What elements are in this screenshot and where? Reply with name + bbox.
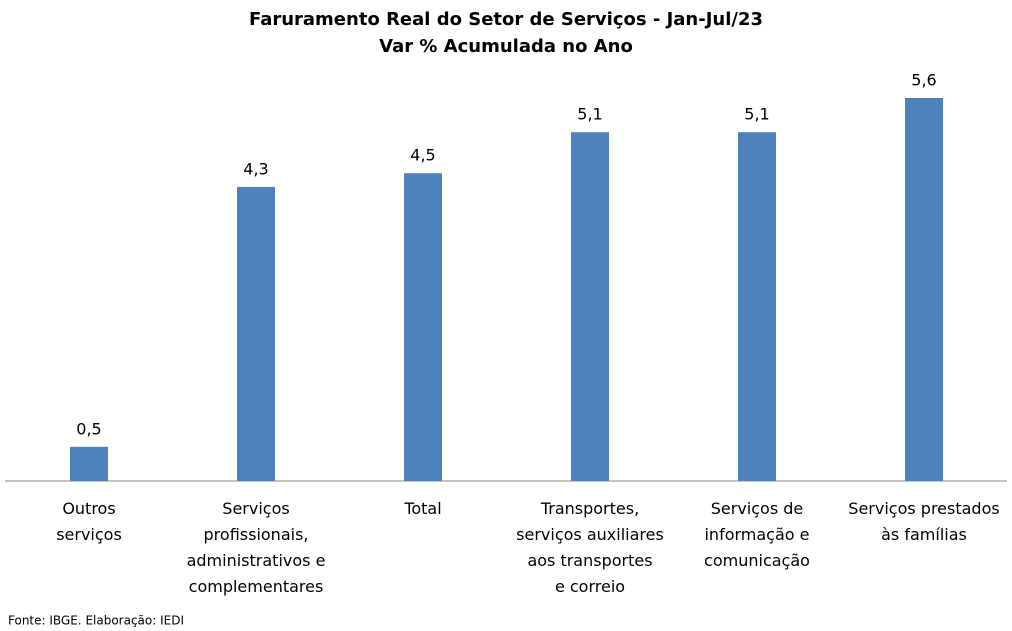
chart-subtitle: Var % Acumulada no Ano [379, 36, 633, 57]
x-tick-label: Transportes, serviços auxiliares aos trans… [516, 499, 664, 596]
x-tick-label: Serviços de informação e comunicação [704, 499, 810, 570]
bar [404, 173, 442, 481]
x-tick-label: Serviços prestados às famílias [848, 499, 999, 544]
bar [70, 446, 108, 481]
source-note: Fonte: IBGE. Elaboração: IEDI [8, 614, 184, 628]
data-label: 5,6 [911, 71, 936, 90]
data-label: 0,5 [76, 419, 101, 438]
data-label: 5,1 [744, 105, 769, 124]
bar [237, 186, 275, 482]
x-tick-label: Outros serviços [56, 499, 122, 544]
data-label: 4,3 [243, 159, 268, 178]
bar [905, 98, 943, 481]
data-label: 4,5 [410, 146, 435, 165]
bar [738, 132, 776, 482]
bar [571, 132, 609, 482]
chart-title: Faruramento Real do Setor de Serviços - … [249, 9, 763, 30]
data-label: 5,1 [577, 105, 602, 124]
x-tick-label: Total [403, 499, 441, 518]
